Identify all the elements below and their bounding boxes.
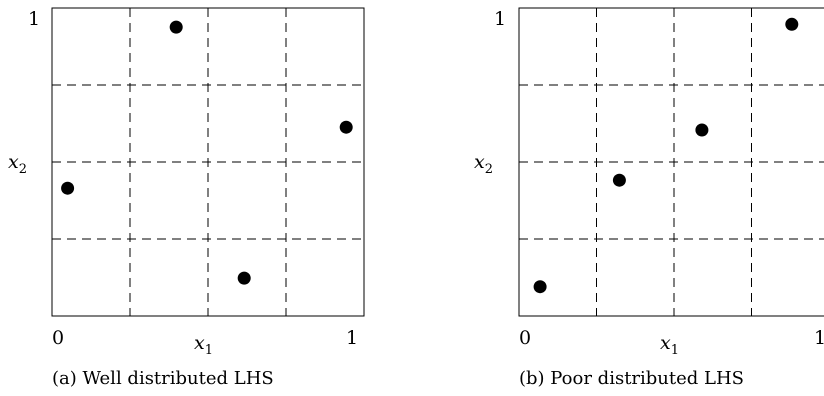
panel-a-grid	[52, 8, 364, 316]
panel-a-x-axis-label: x1	[194, 332, 213, 358]
panel-a-x-axis-var: x	[194, 332, 205, 354]
panel-a-y-axis-sub: 2	[19, 162, 27, 177]
panel-b-sample-point	[695, 123, 709, 137]
panel-a-y-axis-label: x2	[8, 151, 27, 177]
panel-b-sample-point	[533, 280, 547, 294]
panel-a-x-axis-sub: 1	[205, 343, 213, 358]
panel-a-sample-point	[339, 120, 353, 134]
panel-b-y-axis-label: x2	[474, 151, 493, 177]
panel-a-sample-point	[61, 181, 75, 195]
panel-b-y-max-label: 1	[494, 8, 506, 30]
panel-b-sample-point	[612, 173, 626, 187]
panel-b-points	[533, 17, 799, 294]
panel-a-sample-point	[237, 271, 251, 285]
panel-b-sample-point	[785, 17, 799, 31]
panel-a-caption: (a) Well distributed LHS	[52, 368, 274, 389]
panel-b-y-axis-sub: 2	[485, 162, 493, 177]
panel-b-x-max-label: 1	[814, 327, 824, 349]
panel-a-x-max-label: 1	[346, 327, 358, 349]
panel-b: 1 x2 0 x1 1 (b) Poor distributed LHS	[474, 7, 824, 389]
panel-a: 1 x2 0 x1 1 (a) Well distributed LHS	[8, 7, 365, 389]
panel-a-y-axis-var: x	[8, 151, 19, 173]
panel-b-y-axis-var: x	[474, 151, 485, 173]
panel-a-y-max-label: 1	[28, 8, 40, 30]
panel-a-sample-point	[169, 20, 183, 34]
panel-b-caption: (b) Poor distributed LHS	[519, 368, 744, 389]
panel-b-x-min-label: 0	[519, 327, 531, 349]
panel-b-x-axis-var: x	[660, 332, 671, 354]
panel-a-x-min-label: 0	[52, 327, 64, 349]
panel-b-x-axis-label: x1	[660, 332, 679, 358]
panel-b-grid	[519, 8, 824, 316]
panel-b-x-axis-sub: 1	[671, 343, 679, 358]
panel-a-points	[61, 20, 353, 285]
